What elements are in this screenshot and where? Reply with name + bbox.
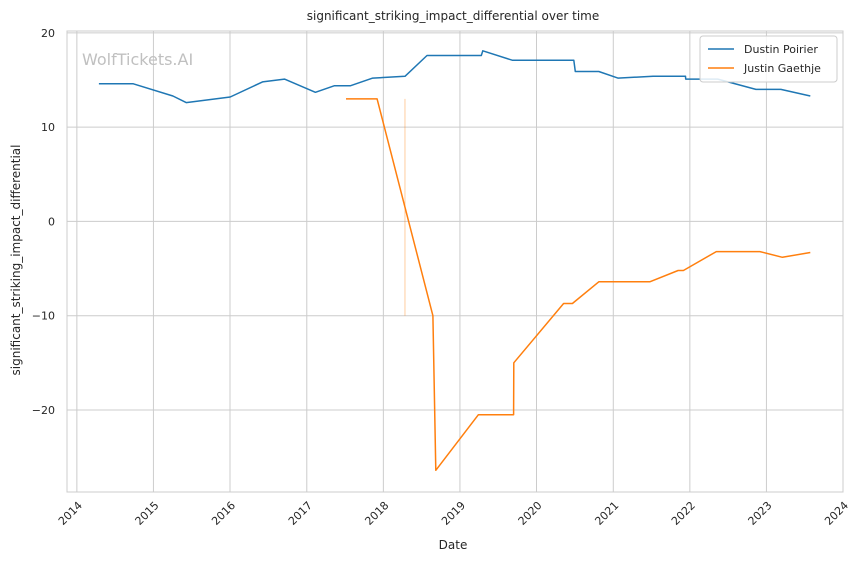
y-tick-label: 0 [48,215,55,228]
x-tick-label: 2021 [592,499,621,528]
y-tick-label: 10 [41,121,55,134]
y-tick-label: −20 [32,404,55,417]
plot-frame [66,30,844,493]
legend-label: Dustin Poirier [744,43,818,56]
x-tick-label: 2022 [669,499,698,528]
y-tick-label: −10 [32,310,55,323]
series-lines [98,50,811,472]
y-tick-labels: 20 10 0 −10 −20 [32,27,55,417]
series-line-1 [346,98,811,472]
x-tick-label: 2017 [286,499,315,528]
chart-title: significant_striking_impact_differential… [307,9,599,23]
x-tick-label: 2016 [209,499,238,528]
y-tick-label: 20 [41,27,55,40]
x-tick-labels: 2014 2015 2016 2017 2018 2019 2020 2021 2022 2023… [56,499,851,528]
x-tick-label: 2024 [822,499,851,528]
y-axis-label: significant_striking_impact_differential [9,145,23,376]
x-tick-label: 2019 [439,499,468,528]
legend-label: Justin Gaethje [743,62,821,75]
grid [67,31,844,492]
legend-box [699,35,838,83]
x-axis-label: Date [439,538,468,552]
series-line-0 [98,50,811,104]
legend: Dustin Poirier Justin Gaethje [699,35,838,83]
x-tick-label: 2018 [362,499,391,528]
x-tick-label: 2015 [133,499,162,528]
x-tick-label: 2014 [56,499,85,528]
watermark: WolfTickets.AI [82,50,193,69]
x-tick-label: 2020 [516,499,545,528]
x-tick-label: 2023 [746,499,775,528]
